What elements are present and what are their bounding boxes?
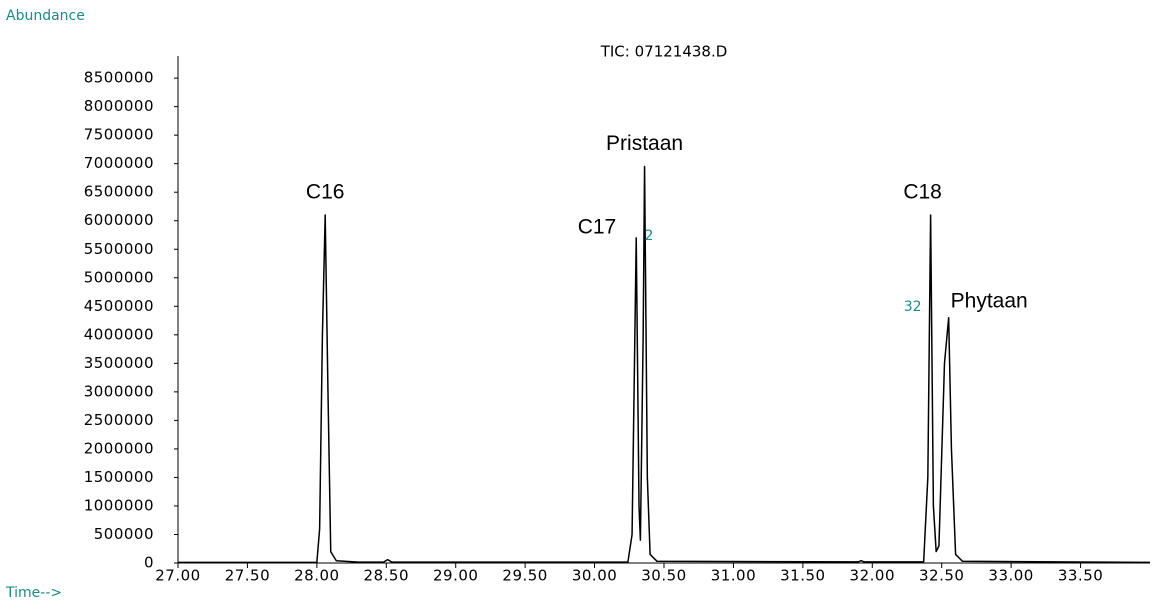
chart-title: TIC: 07121438.D bbox=[600, 43, 728, 61]
y-tick-label: 5500000 bbox=[84, 240, 154, 258]
x-tick-label: 33.00 bbox=[988, 567, 1033, 585]
peak-label: C16 bbox=[306, 181, 345, 204]
x-tick-label: 28.00 bbox=[294, 567, 339, 585]
y-tick-label: 6000000 bbox=[84, 211, 154, 229]
y-tick-label: 500000 bbox=[94, 525, 154, 543]
y-tick-label: 2000000 bbox=[84, 439, 154, 457]
x-tick-label: 30.50 bbox=[641, 567, 686, 585]
peak-number: 32 bbox=[904, 299, 922, 315]
y-tick-label: 5000000 bbox=[84, 268, 154, 286]
peak-label: Phytaan bbox=[951, 289, 1028, 312]
trace bbox=[178, 165, 1151, 564]
y-tick-label: 3000000 bbox=[84, 382, 154, 400]
peak-label: C17 bbox=[578, 215, 617, 238]
x-axis-label: Time--> bbox=[5, 585, 62, 601]
y-tick-label: 3500000 bbox=[84, 354, 154, 372]
y-tick-label: 7500000 bbox=[84, 126, 154, 144]
y-axis-label: Abundance bbox=[6, 8, 85, 24]
peak-label: C18 bbox=[903, 181, 942, 204]
x-tick-label: 27.50 bbox=[225, 567, 270, 585]
x-tick-label: 29.00 bbox=[433, 567, 478, 585]
x-tick-label: 33.50 bbox=[1058, 567, 1103, 585]
peak-label: Pristaan bbox=[606, 132, 683, 155]
y-tick-label: 8500000 bbox=[84, 69, 154, 87]
x-tick-label: 32.50 bbox=[919, 567, 964, 585]
y-tick-label: 6500000 bbox=[84, 183, 154, 201]
peak-number: 2 bbox=[645, 228, 654, 244]
x-tick-label: 28.50 bbox=[364, 567, 409, 585]
x-tick-label: 31.00 bbox=[711, 567, 756, 585]
y-tick-label: 8000000 bbox=[84, 97, 154, 115]
y-tick-label: 2500000 bbox=[84, 411, 154, 429]
y-tick-label: 1500000 bbox=[84, 468, 154, 486]
y-tick-label: 0 bbox=[144, 554, 154, 572]
y-tick-label: 4500000 bbox=[84, 297, 154, 315]
x-tick-label: 27.00 bbox=[155, 567, 200, 585]
x-tick-label: 32.00 bbox=[850, 567, 895, 585]
y-tick-label: 7000000 bbox=[84, 154, 154, 172]
y-tick-label: 4000000 bbox=[84, 325, 154, 343]
x-tick-label: 29.50 bbox=[502, 567, 547, 585]
x-tick-label: 31.50 bbox=[780, 567, 825, 585]
x-tick-label: 30.00 bbox=[572, 567, 617, 585]
y-tick-label: 1000000 bbox=[84, 496, 154, 514]
